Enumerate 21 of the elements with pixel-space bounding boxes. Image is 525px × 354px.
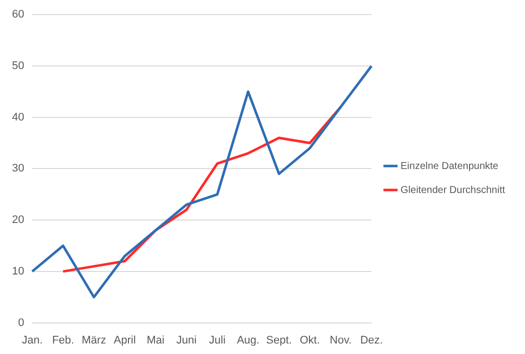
x-tick-label: Okt. [300, 334, 320, 346]
x-tick-label: Aug. [236, 334, 260, 346]
x-tick-label: März [82, 334, 106, 346]
y-tick-label: 50 [12, 60, 24, 72]
x-tick-label: Juni [176, 334, 197, 346]
y-tick-label: 0 [18, 316, 24, 329]
x-tick-label: Juli [209, 334, 226, 346]
x-tick-label: Dez. [360, 334, 383, 346]
y-tick-label: 10 [12, 265, 24, 278]
x-tick-label: Mai [146, 334, 164, 346]
y-tick-label: 30 [12, 162, 24, 175]
y-tick-label: 20 [12, 214, 24, 226]
x-tick-label: Sept. [266, 334, 292, 346]
y-tick-label: 40 [12, 111, 24, 124]
legend-label: Einzelne Datenpunkte [400, 160, 499, 172]
x-tick-label: Jan. [22, 334, 43, 346]
y-tick-label: 60 [12, 8, 24, 21]
x-tick-label: Nov. [330, 334, 352, 346]
x-tick-label: Feb. [52, 334, 74, 346]
x-tick-label: April [114, 334, 136, 346]
legend-label: Gleitender Durchschnitt [400, 184, 506, 196]
